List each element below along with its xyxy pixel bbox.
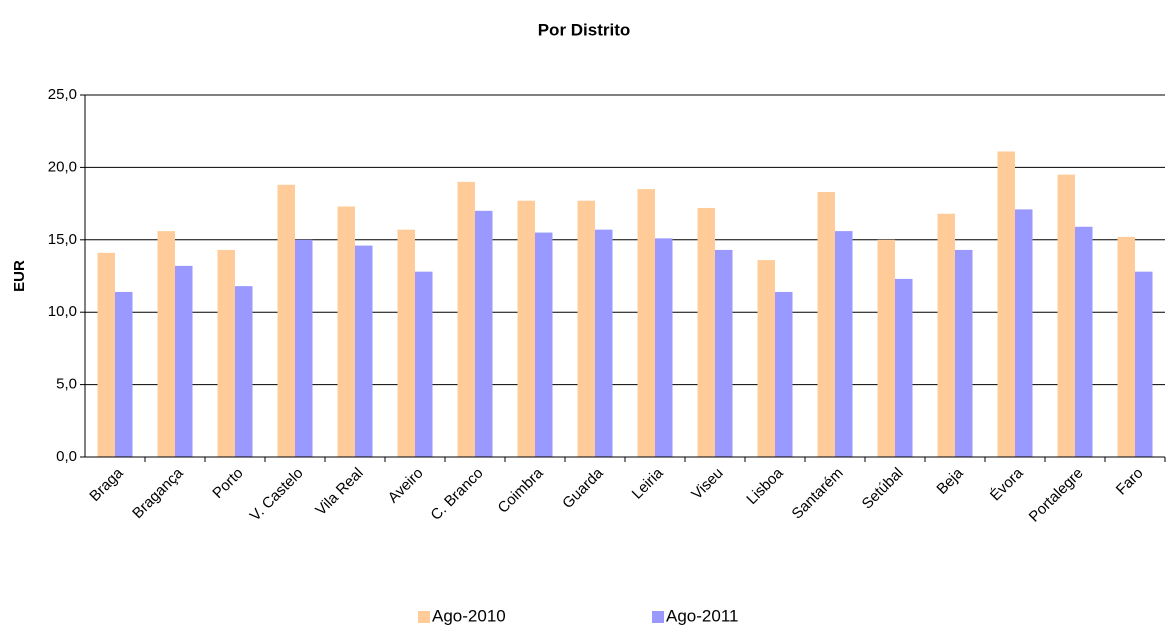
bar (277, 184, 295, 457)
legend-swatch (652, 611, 664, 623)
y-tick-label: 15,0 (48, 231, 77, 248)
bar (535, 232, 553, 457)
bar (295, 239, 313, 457)
bar (235, 286, 253, 457)
bar (337, 206, 355, 457)
x-tick-label: Coimbra (495, 464, 548, 517)
bar (697, 207, 715, 457)
bar (157, 231, 175, 457)
x-tick-label: Faro (1113, 465, 1147, 499)
bar (115, 291, 133, 457)
y-tick-label: 10,0 (48, 303, 77, 320)
legend-label: Ago-2011 (666, 606, 738, 625)
x-tick-label: Santarém (789, 465, 847, 523)
bar (355, 245, 373, 457)
y-axis-label: EUR (11, 260, 28, 292)
bar (595, 229, 613, 457)
bar (517, 200, 535, 458)
bar (637, 189, 655, 457)
legend-swatch (418, 611, 430, 623)
y-tick-label: 20,0 (48, 158, 77, 175)
x-tick-label: Portalegre (1026, 465, 1087, 526)
x-tick-label: Beja (933, 464, 967, 498)
x-tick-label: V. Castelo (247, 465, 307, 525)
bar (457, 181, 475, 457)
bar (655, 238, 673, 457)
bar (775, 291, 793, 457)
bar (757, 260, 775, 457)
x-tick-label: Bragança (129, 464, 187, 522)
legend-label: Ago-2010 (432, 606, 506, 625)
y-tick-label: 5,0 (56, 376, 77, 393)
x-tick-label: Aveiro (385, 465, 427, 507)
x-tick-label: Vila Real (312, 465, 366, 519)
x-tick-label: Setúbal (859, 465, 907, 513)
x-tick-label: Lisboa (743, 464, 787, 508)
bar (1075, 226, 1093, 457)
bar (937, 213, 955, 457)
bar (175, 265, 193, 457)
bar (415, 271, 433, 457)
bar (835, 231, 853, 457)
x-tick-label: Guarda (559, 464, 607, 512)
y-tick-label: 25,0 (48, 86, 77, 103)
bar (1117, 236, 1135, 457)
bar (877, 239, 895, 457)
y-tick-label: 0,0 (56, 448, 77, 465)
bar (475, 210, 493, 457)
x-tick-label: C. Branco (427, 465, 486, 524)
bar (217, 249, 235, 457)
x-tick-label: Braga (86, 464, 127, 505)
chart-title: Por Distrito (538, 20, 631, 39)
bar (1135, 271, 1153, 457)
bar (955, 249, 973, 457)
x-tick-label: Viseu (688, 465, 726, 503)
bar (1015, 209, 1033, 457)
x-tick-label: Porto (209, 465, 246, 502)
bar (997, 151, 1015, 458)
bar (97, 252, 115, 457)
x-tick-label: Leiria (629, 464, 667, 502)
bar (577, 200, 595, 458)
bar (1057, 174, 1075, 457)
bar (817, 192, 835, 458)
bar (397, 229, 415, 457)
bar (715, 249, 733, 457)
x-tick-label: Évora (987, 464, 1027, 504)
bar (895, 278, 913, 457)
